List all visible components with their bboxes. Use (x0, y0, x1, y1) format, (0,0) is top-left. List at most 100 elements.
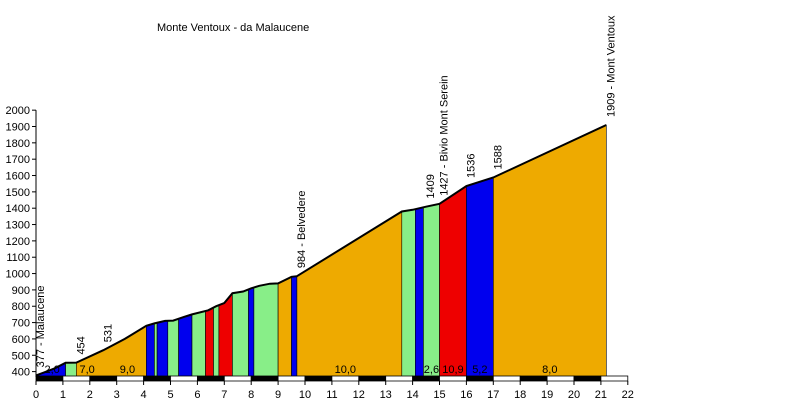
km-block (546, 375, 575, 382)
profile-segment (291, 275, 298, 377)
km-block (196, 375, 225, 382)
x-tick-label: 20 (568, 389, 580, 401)
profile-segment (248, 286, 255, 377)
profile-segment (439, 185, 467, 377)
profile-segment (65, 362, 77, 377)
elevation-annotation: 984 - Belvedere (296, 190, 308, 268)
km-block (331, 375, 360, 382)
x-tick-label: 8 (248, 389, 254, 401)
gradient-label: 2,0 (44, 364, 59, 376)
y-tick-label: 500 (12, 350, 30, 362)
y-tick-label: 1400 (6, 203, 30, 215)
x-tick-label: 9 (275, 389, 281, 401)
y-tick-label: 2000 (6, 105, 30, 117)
profile-segment (154, 322, 158, 377)
km-block (116, 375, 144, 382)
km-block (62, 375, 91, 382)
y-tick-label: 1200 (6, 236, 30, 248)
x-tick-label: 3 (114, 389, 120, 401)
gradient-labels: 2,0 7,0 9,0 10,0 2,6 10,9 5,2 8,0 (44, 364, 557, 376)
profile-segment (401, 208, 416, 377)
km-block (143, 375, 171, 382)
x-tick-label: 22 (622, 389, 634, 401)
gradient-label: 7,0 (79, 364, 94, 376)
profile-segment (414, 206, 424, 377)
y-tick-label: 1800 (6, 138, 30, 150)
profile-segment (232, 288, 249, 377)
y-tick-label: 1700 (6, 154, 30, 166)
x-tick-label: 19 (541, 389, 553, 401)
elevation-annotation: 377 - Malaucene (35, 285, 47, 367)
km-block (35, 375, 64, 382)
y-tick-label: 900 (12, 285, 30, 297)
km-block (412, 375, 440, 382)
x-tick-label: 1 (60, 389, 66, 401)
y-tick-label: 800 (12, 301, 30, 313)
y-tick-label: 700 (12, 318, 30, 330)
profile-segment (205, 307, 214, 377)
y-tick-label: 600 (12, 334, 30, 346)
y-axis: 400 500 600 700 800 900 1000 1100 1200 1300 1400 15… (6, 105, 37, 379)
km-block (465, 375, 494, 382)
distance-bar (35, 375, 629, 382)
x-tick-label: 2 (87, 389, 93, 401)
y-tick-label: 1900 (6, 121, 30, 133)
x-tick-label: 11 (326, 389, 337, 401)
elevation-annotation: 531 (102, 324, 114, 342)
x-tick-label: 14 (406, 389, 418, 401)
elevation-annotations: 377 - Malaucene 454 531 984 - Belvedere 1409… (35, 15, 617, 367)
profile-segment (492, 124, 607, 377)
x-tick-label: 0 (33, 389, 39, 401)
profile-segment (253, 283, 279, 377)
km-block (519, 375, 548, 382)
x-tick-label: 6 (194, 389, 200, 401)
profile-segment (178, 313, 193, 377)
gradient-label: 8,0 (542, 364, 557, 376)
gradient-label: 10,0 (335, 364, 356, 376)
elevation-annotation: 1588 (492, 145, 504, 169)
x-tick-label: 18 (514, 389, 526, 401)
chart-title: Monte Ventoux - da Malaucene (157, 22, 309, 34)
profile-segment (423, 203, 440, 377)
km-block (304, 375, 333, 382)
x-tick-label: 7 (221, 389, 227, 401)
y-tick-label: 400 (12, 367, 30, 379)
elevation-annotation: 1409 (425, 174, 437, 198)
profile-outline-group (35, 124, 607, 377)
km-block (170, 375, 198, 382)
x-tick-label: 4 (141, 389, 147, 401)
km-block (385, 375, 414, 382)
km-block (277, 375, 306, 382)
km-block (600, 375, 629, 382)
km-block (439, 375, 467, 382)
x-axis: 0 1 2 3 4 5 6 7 8 9 10 11 12 13 14 15 16 17 18 19 20 21 22 (33, 381, 634, 401)
x-tick-label: 12 (353, 389, 365, 401)
y-tick-label: 1000 (6, 269, 30, 281)
elevation-annotation: 1909 - Mont Ventoux (605, 15, 617, 117)
x-tick-label: 17 (487, 389, 499, 401)
gradient-label: 9,0 (120, 364, 135, 376)
elevation-annotation: 1536 (465, 154, 477, 178)
gradient-label: 2,6 (424, 364, 439, 376)
elevation-annotation: 1427 - Bivio Mont Serein (438, 75, 450, 195)
elevation-annotation: 454 (75, 336, 87, 354)
gradient-label: 5,2 (472, 364, 487, 376)
profile-outline (35, 124, 607, 377)
x-tick-label: 15 (433, 389, 445, 401)
profile-segment (167, 318, 179, 377)
profile-segment (213, 304, 220, 377)
y-tick-label: 1500 (6, 187, 30, 199)
km-block (250, 375, 279, 382)
y-tick-label: 1300 (6, 220, 30, 232)
x-tick-label: 10 (299, 389, 311, 401)
gradient-label: 10,9 (442, 364, 463, 376)
km-block (573, 375, 602, 382)
x-tick-label: 16 (460, 389, 472, 401)
y-tick-label: 1100 (6, 252, 30, 264)
profile-segment (191, 310, 206, 377)
x-tick-label: 13 (380, 389, 392, 401)
km-block (358, 375, 387, 382)
profile-segments (35, 124, 607, 377)
km-block (492, 375, 521, 382)
